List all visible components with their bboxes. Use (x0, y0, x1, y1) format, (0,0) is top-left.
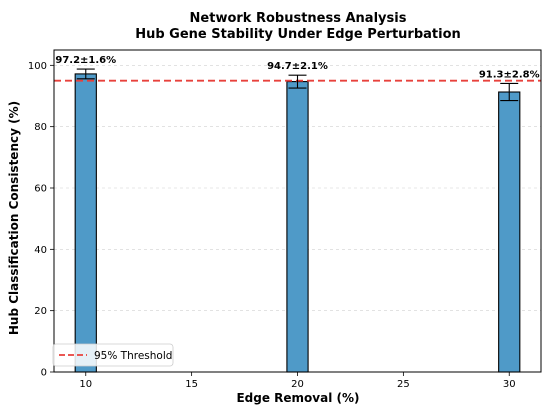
bar (498, 91, 521, 373)
chart-title-line-1: Network Robustness Analysis (190, 11, 407, 26)
x-tick-label: 10 (79, 379, 92, 390)
x-tick-label: 30 (503, 379, 516, 390)
chart-title: Network Robustness Analysis Hub Gene Sta… (135, 11, 461, 42)
data-labels: 97.2±1.6% 94.7±2.1% 91.3±2.8% (55, 55, 539, 80)
legend: 95% Threshold (52, 343, 174, 367)
y-tick-label: 40 (34, 245, 47, 256)
bars (74, 73, 521, 373)
x-tick-label: 25 (397, 379, 410, 390)
data-label: 94.7±2.1% (267, 61, 328, 72)
bar (286, 81, 309, 373)
y-tick-label: 80 (34, 122, 47, 133)
y-tick-label: 0 (41, 368, 47, 379)
data-label: 91.3±2.8% (479, 69, 540, 80)
x-axis-label: Edge Removal (%) (236, 391, 359, 405)
bar (74, 73, 97, 373)
legend-threshold-label: 95% Threshold (94, 350, 172, 362)
data-label: 97.2±1.6% (55, 55, 116, 66)
y-tick-label: 20 (34, 306, 47, 317)
legend-box (52, 343, 174, 367)
error-bars (76, 68, 519, 102)
chart-title-line-2: Hub Gene Stability Under Edge Perturbati… (135, 27, 461, 42)
ticks: 0 20 40 60 80 100 10 15 20 25 30 (28, 61, 516, 390)
x-tick-label: 15 (185, 379, 198, 390)
y-axis-label: Hub Classification Consistency (%) (7, 101, 21, 335)
y-tick-label: 100 (28, 61, 47, 72)
x-tick-label: 20 (291, 379, 304, 390)
y-tick-label: 60 (34, 184, 47, 195)
